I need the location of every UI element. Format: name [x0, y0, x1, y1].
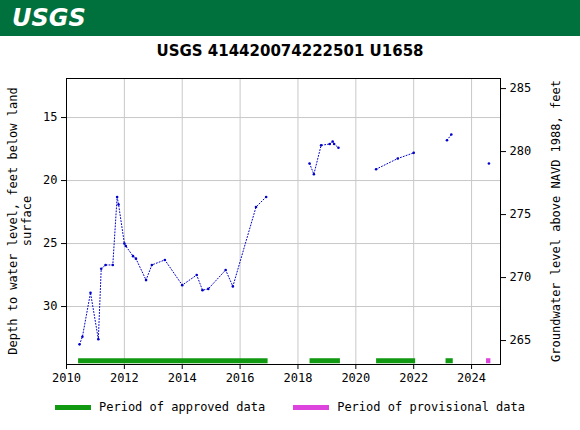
svg-text:2020: 2020: [341, 371, 370, 385]
svg-text:2024: 2024: [457, 371, 486, 385]
svg-text:2014: 2014: [168, 371, 197, 385]
svg-text:2012: 2012: [110, 371, 139, 385]
svg-text:2010: 2010: [52, 371, 81, 385]
svg-text:2016: 2016: [226, 371, 255, 385]
html-text:Period of approved data: Period of approved data: [99, 400, 266, 414]
html-text:Depth to water level, feet bel: Depth to water level, feet below land su…: [6, 87, 34, 355]
html-text:Period of provisional data: Period of provisional data: [337, 400, 525, 414]
svg-text:2018: 2018: [284, 371, 313, 385]
svg-text:265: 265: [510, 333, 532, 347]
svg-text:285: 285: [510, 81, 532, 95]
svg-text:270: 270: [510, 270, 532, 284]
html-text:USGS: USGS: [12, 4, 86, 32]
svg-text:2022: 2022: [399, 371, 428, 385]
html-text:USGS 414420074222501 U1658: USGS 414420074222501 U1658: [156, 42, 424, 60]
svg-text:15: 15: [43, 110, 57, 124]
html-text:Groundwater level above NAVD 1: Groundwater level above NAVD 1988, feet: [549, 80, 563, 362]
svg-text:275: 275: [510, 207, 532, 221]
svg-text:25: 25: [43, 236, 57, 250]
svg-text:280: 280: [510, 144, 532, 158]
svg-text:30: 30: [43, 299, 57, 313]
svg-text:20: 20: [43, 173, 57, 187]
